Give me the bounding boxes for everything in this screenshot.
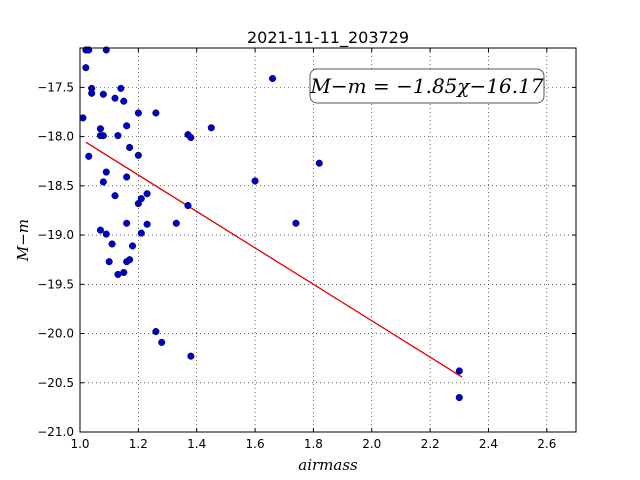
data-point	[120, 268, 128, 277]
data-point	[251, 177, 259, 185]
data-point	[102, 230, 110, 238]
data-point	[99, 178, 107, 186]
data-point	[114, 132, 122, 140]
x-axis-ticks: 1.0 1.2 1.4 1.6 1.8 2.0 2.2 2.4 2.6	[70, 48, 556, 451]
data-point	[137, 229, 145, 237]
data-point	[123, 219, 131, 227]
data-point	[117, 84, 125, 92]
data-point	[134, 151, 142, 159]
x-tick-label: 2.0	[362, 437, 381, 451]
y-tick-label: −17.5	[37, 80, 74, 94]
data-point	[187, 134, 195, 142]
data-point	[184, 201, 192, 210]
data-points	[79, 46, 463, 402]
data-point	[79, 114, 87, 122]
data-point	[108, 240, 116, 248]
y-tick-label: −20.5	[37, 376, 74, 390]
data-point	[88, 89, 96, 97]
data-point	[152, 109, 160, 117]
y-axis-label: M−m	[14, 219, 32, 262]
data-point	[99, 132, 107, 140]
y-tick-label: −19.0	[37, 228, 74, 242]
plot-frame	[79, 47, 577, 433]
data-point	[120, 97, 128, 105]
data-point	[105, 258, 113, 266]
data-point	[82, 64, 90, 72]
x-tick-label: 2.6	[537, 437, 556, 451]
data-point	[126, 143, 134, 151]
data-point	[187, 352, 195, 360]
y-tick-label: −19.5	[37, 277, 74, 291]
data-point	[128, 242, 137, 250]
y-tick-label: −21.0	[37, 425, 74, 439]
x-tick-label: 1.4	[187, 437, 206, 451]
data-point	[99, 90, 107, 98]
data-point	[134, 200, 142, 208]
fit-line	[85, 141, 463, 378]
y-tick-label: −18.0	[37, 130, 74, 144]
fit-equation: M−m = −1.85χ−16.17	[309, 74, 543, 98]
data-point	[455, 367, 463, 375]
x-tick-label: 2.2	[421, 437, 440, 451]
x-tick-label: 1.0	[70, 437, 89, 451]
x-tick-label: 1.6	[246, 437, 265, 451]
y-axis-ticks: −17.5 −18.0 −18.5 −19.0 −19.5 −20.0 −20.5 −21.0	[37, 80, 576, 439]
x-tick-label: 1.2	[129, 437, 148, 451]
x-axis-label: airmass	[298, 456, 358, 474]
data-point	[292, 219, 300, 227]
fit-line-group	[85, 141, 463, 378]
grid-lines	[79, 48, 576, 433]
data-point	[143, 190, 151, 198]
data-point	[123, 122, 131, 130]
data-point	[207, 124, 215, 132]
data-point	[102, 168, 110, 176]
data-point	[172, 219, 180, 227]
data-point	[143, 220, 151, 228]
data-point	[123, 173, 131, 181]
data-point	[315, 159, 323, 167]
data-point	[96, 125, 104, 133]
annotation-box	[309, 68, 545, 104]
data-point	[455, 393, 463, 402]
fit-annotation: M−m = −1.85χ−16.17	[309, 68, 545, 104]
x-tick-label: 1.8	[304, 437, 323, 451]
data-point	[152, 328, 160, 336]
data-point	[158, 338, 166, 346]
data-point	[134, 109, 142, 117]
data-point	[126, 256, 134, 264]
x-tick-label: 2.4	[479, 437, 498, 451]
y-tick-label: −20.0	[37, 327, 74, 341]
data-point	[96, 226, 104, 234]
y-tick-label: −18.5	[37, 179, 74, 193]
data-point	[111, 94, 119, 102]
chart-title: 2021-11-11_203729	[247, 28, 409, 48]
data-point	[111, 192, 119, 200]
data-point	[85, 152, 93, 160]
data-point	[269, 74, 277, 83]
plot-area	[80, 48, 576, 432]
